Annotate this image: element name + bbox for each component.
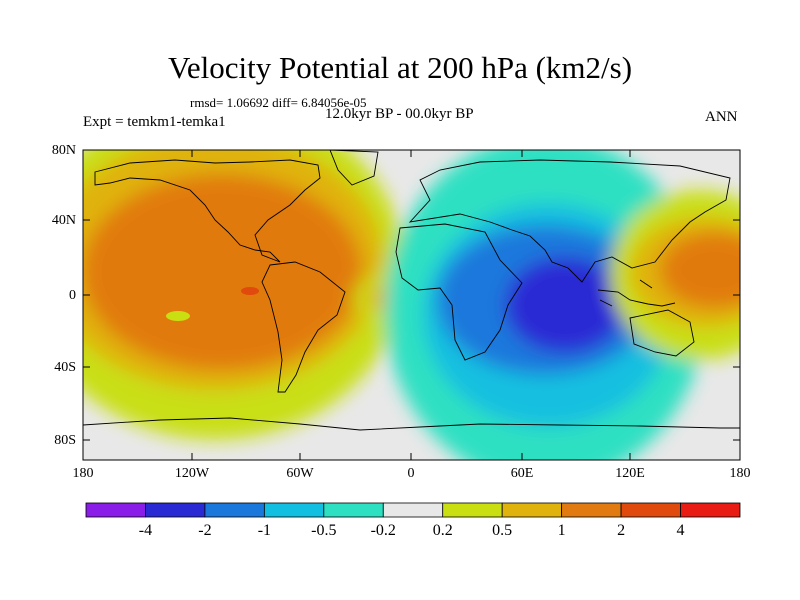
lon-tick-label: 120E bbox=[615, 466, 645, 481]
colorbar-swatch bbox=[323, 502, 384, 518]
colorbar-label: -2 bbox=[198, 522, 212, 539]
season-label: ANN bbox=[705, 109, 738, 125]
colorbar-swatch bbox=[442, 502, 503, 518]
africa-outline bbox=[395, 223, 523, 361]
lat-tick-label: 0 bbox=[69, 288, 76, 303]
antarctica-outline bbox=[83, 417, 740, 431]
colorbar-label: -0.5 bbox=[311, 522, 337, 539]
colorbar-label: -4 bbox=[138, 522, 153, 539]
north-america-outline bbox=[94, 159, 321, 263]
rmsd-diff-stats: rmsd= 1.06692 diff= 6.84056e-05 bbox=[190, 95, 367, 110]
colorbar-swatch bbox=[263, 502, 325, 518]
lat-tick-label: 40S bbox=[54, 360, 76, 375]
colorbar-label: -0.2 bbox=[370, 522, 396, 539]
colorbar-label: 0.5 bbox=[492, 522, 513, 539]
plot-title: Velocity Potential at 200 hPa (km2/s) bbox=[167, 50, 633, 85]
lat-tick-label: 80S bbox=[54, 433, 76, 448]
colorbar-swatch bbox=[145, 502, 206, 518]
colorbar-label: 4 bbox=[676, 522, 685, 539]
lon-tick-label: 60E bbox=[510, 466, 534, 481]
maritime-continent-outline bbox=[597, 279, 676, 307]
eurasia-outline bbox=[408, 159, 731, 283]
south-america-outline bbox=[261, 261, 346, 393]
colorbar-swatch bbox=[204, 502, 265, 518]
colorbar-label: 0.2 bbox=[432, 522, 453, 539]
colorbar-label: -1 bbox=[257, 522, 272, 539]
colorbar bbox=[85, 502, 741, 518]
axis-ticks bbox=[82, 149, 741, 460]
lon-tick-label: 0 bbox=[407, 466, 415, 481]
contour-fill-field bbox=[83, 150, 740, 460]
lon-tick-label: 120W bbox=[174, 466, 210, 481]
experiment-label: Expt = temkm1-temka1 bbox=[83, 114, 226, 130]
greenland-outline bbox=[329, 150, 379, 186]
coastlines bbox=[83, 150, 740, 431]
colorbar-label: 2 bbox=[617, 522, 626, 539]
max-anomaly-spot bbox=[241, 287, 259, 295]
lon-tick-label: 60W bbox=[286, 466, 314, 481]
lat-tick-label: 40N bbox=[51, 213, 76, 228]
lon-tick-label: 180 bbox=[72, 466, 94, 481]
min-anomaly-spot bbox=[166, 311, 190, 321]
australia-outline bbox=[629, 309, 695, 357]
lat-tick-label: 80N bbox=[51, 143, 76, 158]
lon-tick-label: 180 bbox=[729, 466, 751, 481]
colorbar-swatch bbox=[501, 502, 563, 518]
colorbar-label: 1 bbox=[557, 522, 566, 539]
colorbar-swatch bbox=[680, 502, 741, 518]
colorbar-swatch bbox=[561, 502, 622, 518]
time-period: 12.0kyr BP - 00.0kyr BP bbox=[325, 106, 474, 122]
colorbar-swatch bbox=[620, 502, 681, 518]
colorbar-swatch bbox=[85, 502, 146, 518]
colorbar-swatch bbox=[382, 502, 444, 518]
